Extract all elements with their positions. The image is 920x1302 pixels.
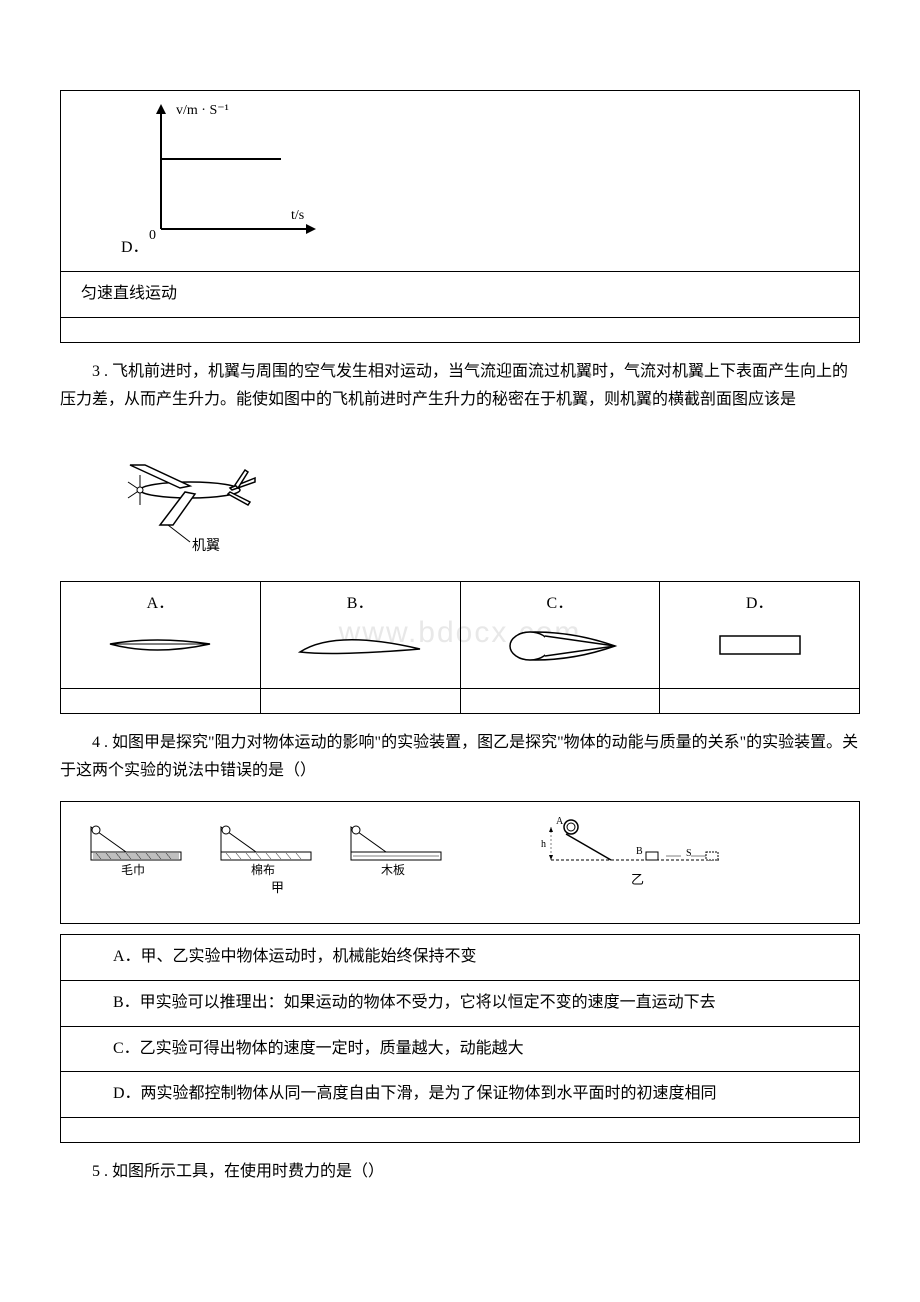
q4-options-table: A．甲、乙实验中物体运动时，机械能始终保持不变 B．甲实验可以推理出：如果运动的…: [60, 934, 860, 1143]
q3-option-a-cell: A．: [61, 581, 261, 688]
mianbu-label: 棉布: [251, 863, 275, 877]
watermark-container: www.bdocx.com A． B． C．: [60, 581, 860, 714]
x-axis-label: t/s: [291, 208, 304, 223]
q4-option-a-cell: A．甲、乙实验中物体运动时，机械能始终保持不变: [61, 934, 860, 980]
point-b-label: B: [636, 846, 643, 857]
teardrop-shape-c: [495, 624, 625, 669]
q3-option-a-label: A．: [69, 590, 252, 619]
q3-option-b-label: B．: [269, 590, 452, 619]
q4-diagram-table: 毛巾 棉布 木板 甲 A: [60, 801, 860, 924]
q5-text: 5 . 如图所示工具，在使用时费力的是（）: [60, 1158, 860, 1187]
velocity-time-chart: v/m · S⁻¹ t/s 0: [131, 99, 331, 249]
q4-diagram-cell: 毛巾 棉布 木板 甲 A: [61, 802, 860, 924]
q3-option-c-cell: C．: [460, 581, 660, 688]
q2-option-d-description: 匀速直线运动: [81, 285, 177, 302]
q5-body: 如图所示工具，在使用时费力的是（）: [112, 1163, 384, 1180]
q3-option-b-cell: B．: [260, 581, 460, 688]
option-d-label: D．: [121, 239, 149, 256]
q5-number: 5 .: [92, 1163, 112, 1180]
q3-text: 3 . 飞机前进时，机翼与周围的空气发生相对运动，当气流迎面流过机翼时，气流对机…: [60, 358, 860, 416]
airplane-wing-label: 机翼: [192, 538, 220, 554]
q3-empty-b: [260, 688, 460, 713]
y-axis-label: v/m · S⁻¹: [176, 103, 229, 118]
q4-experiment-diagram: 毛巾 棉布 木板 甲 A: [71, 812, 771, 902]
height-h-label: h: [541, 839, 546, 850]
maojin-label: 毛巾: [121, 863, 145, 877]
q4-number: 4 .: [92, 734, 112, 751]
q3-option-d-cell: D．: [660, 581, 860, 688]
q4-option-d-cell: D．两实验都控制物体从同一高度自由下滑，是为了保证物体到水平面时的初速度相同: [61, 1072, 860, 1118]
q3-number: 3 .: [92, 363, 112, 380]
q4-body: 如图甲是探究"阻力对物体运动的影响"的实验装置，图乙是探究"物体的动能与质量的关…: [60, 734, 858, 780]
yi-label: 乙: [631, 872, 644, 887]
q4-option-b: B．甲实验可以推理出：如果运动的物体不受力，它将以恒定不变的速度一直运动下去: [113, 994, 716, 1011]
q3-empty-c: [460, 688, 660, 713]
muban-label: 木板: [381, 863, 405, 877]
q3-option-c-label: C．: [469, 590, 652, 619]
q4-option-a: A．甲、乙实验中物体运动时，机械能始终保持不变: [113, 948, 477, 965]
q4-text: 4 . 如图甲是探究"阻力对物体运动的影响"的实验装置，图乙是探究"物体的动能与…: [60, 729, 860, 787]
q4-option-c: C．乙实验可得出物体的速度一定时，质量越大，动能越大: [113, 1040, 524, 1057]
q2-option-d-cell: v/m · S⁻¹ t/s 0 D．: [61, 91, 860, 272]
q4-option-d: D．两实验都控制物体从同一高度自由下滑，是为了保证物体到水平面时的初速度相同: [113, 1085, 717, 1102]
q3-options-table: A． B． C． D．: [60, 581, 860, 714]
q4-option-b-cell: B．甲实验可以推理出：如果运动的物体不受力，它将以恒定不变的速度一直运动下去: [61, 980, 860, 1026]
q2-option-d-table: v/m · S⁻¹ t/s 0 D． 匀速直线运动: [60, 90, 860, 343]
q4-empty-row: [61, 1118, 860, 1143]
q2-empty-row: [61, 317, 860, 342]
q3-empty-a: [61, 688, 261, 713]
rectangle-shape-d: [705, 624, 815, 664]
jia-label: 甲: [271, 880, 284, 895]
q3-body: 飞机前进时，机翼与周围的空气发生相对运动，当气流迎面流过机翼时，气流对机翼上下表…: [60, 363, 848, 409]
distance-s-label: S: [686, 848, 692, 859]
origin-label: 0: [149, 228, 156, 243]
airfoil-shape-a: [95, 624, 225, 664]
airfoil-shape-b: [285, 624, 435, 664]
point-a-label: A: [556, 816, 564, 827]
q4-option-c-cell: C．乙实验可得出物体的速度一定时，质量越大，动能越大: [61, 1026, 860, 1072]
q2-option-d-description-cell: 匀速直线运动: [61, 271, 860, 317]
airplane-figure: 机翼: [110, 430, 860, 571]
q3-option-d-label: D．: [668, 590, 851, 619]
q3-empty-d: [660, 688, 860, 713]
